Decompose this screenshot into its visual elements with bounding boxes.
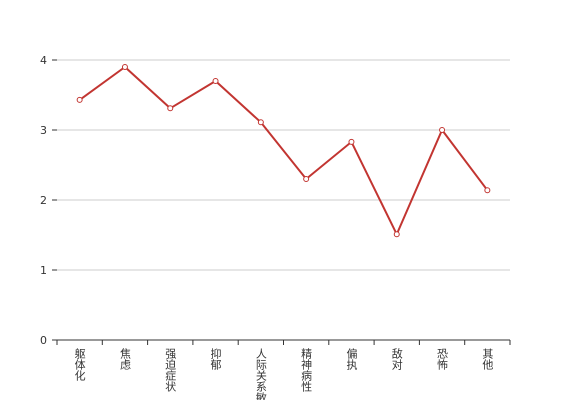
x-tick-label: 焦虑 bbox=[118, 348, 131, 370]
point bbox=[484, 187, 491, 194]
y-tick-label: 1 bbox=[40, 264, 47, 277]
x-tick-label: 抑郁 bbox=[209, 347, 222, 370]
line bbox=[79, 65, 489, 237]
y-tick-label: 3 bbox=[40, 124, 47, 137]
x-tick-label: 恐怖 bbox=[436, 348, 449, 370]
point bbox=[348, 138, 355, 145]
point bbox=[257, 119, 264, 126]
point bbox=[76, 96, 83, 103]
point bbox=[121, 64, 128, 70]
x-tick-label: 偏执 bbox=[345, 347, 358, 371]
point bbox=[439, 127, 446, 133]
y-tick-label: 2 bbox=[40, 194, 47, 207]
point bbox=[303, 176, 310, 182]
y-tick-label: 4 bbox=[40, 54, 47, 67]
x-tick-label: 人际关系敏感 bbox=[254, 348, 267, 400]
point bbox=[393, 231, 400, 238]
point bbox=[167, 105, 174, 112]
x-tick-label: 强迫症状 bbox=[164, 348, 177, 392]
x-tick-label: 精神病性 bbox=[300, 348, 313, 393]
x-tick-label: 躯体化 bbox=[73, 348, 86, 382]
point bbox=[212, 78, 219, 84]
x-tick-label: 敌对 bbox=[390, 347, 403, 370]
y-tick-label: 0 bbox=[40, 334, 47, 347]
x-tick-label: 其他 bbox=[481, 348, 494, 370]
